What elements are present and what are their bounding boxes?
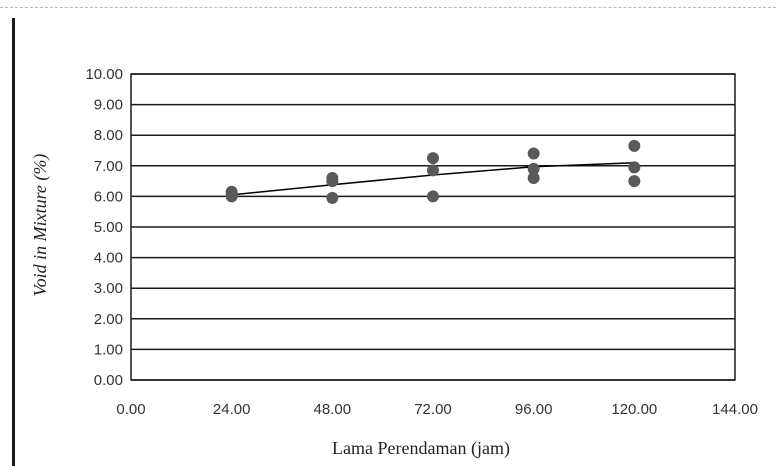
data-point	[427, 152, 439, 165]
data-point	[326, 175, 339, 188]
trendline-segment	[231, 184, 333, 196]
y-tick-label: 9.00	[94, 97, 123, 114]
y-tick-label: 4.00	[94, 250, 123, 267]
x-tick-label: 96.00	[515, 401, 553, 418]
y-tick-label: 8.00	[94, 127, 123, 144]
x-tick-label: 0.00	[116, 401, 145, 418]
data-point	[527, 172, 540, 185]
trendline-layer	[231, 161, 635, 196]
x-tick-label: 48.00	[314, 401, 352, 418]
data-point	[628, 175, 641, 188]
frame-left-border	[12, 18, 15, 466]
data-point	[427, 190, 439, 203]
frame-top-border	[0, 7, 776, 8]
data-point	[527, 162, 540, 175]
y-tick-label: 10.00	[85, 66, 123, 83]
y-tick-label: 0.00	[94, 372, 123, 389]
y-tick-label: 1.00	[94, 341, 123, 358]
y-tick-label: 5.00	[94, 219, 123, 236]
x-tick-label: 72.00	[414, 401, 452, 418]
data-point	[628, 139, 641, 152]
y-axis-ticks: 0.00 1.00 2.00 3.00 4.00 5.00 6.00 7.00 8.00 9.00…	[85, 66, 123, 389]
trendline-segment	[533, 161, 635, 168]
data-point	[225, 190, 238, 203]
y-tick-label: 6.00	[94, 188, 123, 205]
x-tick-label: 24.00	[213, 401, 251, 418]
data-points	[225, 139, 641, 204]
y-tick-label: 2.00	[94, 311, 123, 328]
data-point	[628, 161, 641, 174]
y-tick-label: 7.00	[94, 158, 123, 175]
trendline-segment	[432, 165, 534, 176]
data-point	[326, 191, 339, 204]
x-axis-title: Lama Perendaman (jam)	[332, 438, 510, 459]
trendline-segment	[332, 174, 434, 186]
x-tick-label: 120.00	[611, 401, 657, 418]
y-axis-title: Void in Mixture (%)	[30, 154, 51, 297]
data-point	[527, 147, 540, 160]
x-tick-label: 144.00	[712, 401, 758, 418]
y-tick-label: 3.00	[94, 280, 123, 297]
data-point	[427, 164, 439, 177]
x-axis-ticks: 0.00 24.00 48.00 72.00 96.00 120.00 144.00	[116, 401, 758, 418]
